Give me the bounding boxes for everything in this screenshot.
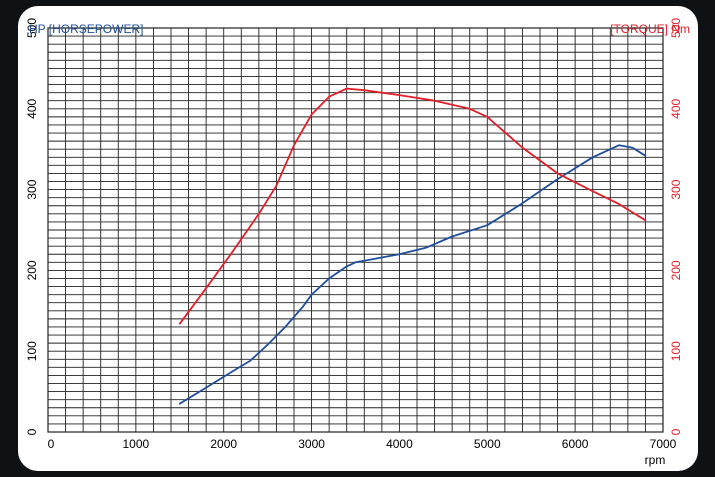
x-tick-label: 7000 [650,437,677,451]
left-y-tick-label: 300 [25,179,39,199]
left-y-tick-label: 0 [25,428,39,435]
horsepower-line [178,144,647,405]
right-y-tick-label: 500 [669,18,683,38]
tick-layer: 0 1000 2000 3000 4000 5000 6000 700001002003004… [25,18,683,451]
right-y-tick-label: 300 [669,179,683,199]
left-y-tick-label: 400 [25,98,39,118]
left-y-tick-label: 500 [25,18,39,38]
right-axis-label: [TORQUE] Nm [610,22,690,36]
x-tick-label: 1000 [123,437,150,451]
plot-frame [47,27,664,433]
right-y-tick-label: 200 [669,260,683,280]
torque-line [178,87,647,325]
chart-card: 0 1000 2000 3000 4000 5000 6000 7000 0 100 200 300 4… [18,6,698,471]
right-y-tick-label: 100 [669,341,683,361]
left-axis-label: HP [HORSEPOWER] [29,22,143,36]
horsepower-torque-chart: 0 1000 2000 3000 4000 5000 6000 700001002003004… [25,18,690,467]
x-tick-label: 4000 [386,437,413,451]
grid [47,27,664,433]
series-layer [178,87,647,405]
x-tick-label: 0 [48,437,55,451]
right-y-tick-label: 0 [669,428,683,435]
right-y-tick-label: 400 [669,98,683,118]
x-tick-label: 6000 [562,437,589,451]
x-tick-label: 3000 [298,437,325,451]
x-axis-label: rpm [645,453,666,467]
left-y-tick-label: 200 [25,260,39,280]
x-tick-label: 2000 [210,437,237,451]
x-tick-label: 5000 [474,437,501,451]
left-y-tick-label: 100 [25,341,39,361]
